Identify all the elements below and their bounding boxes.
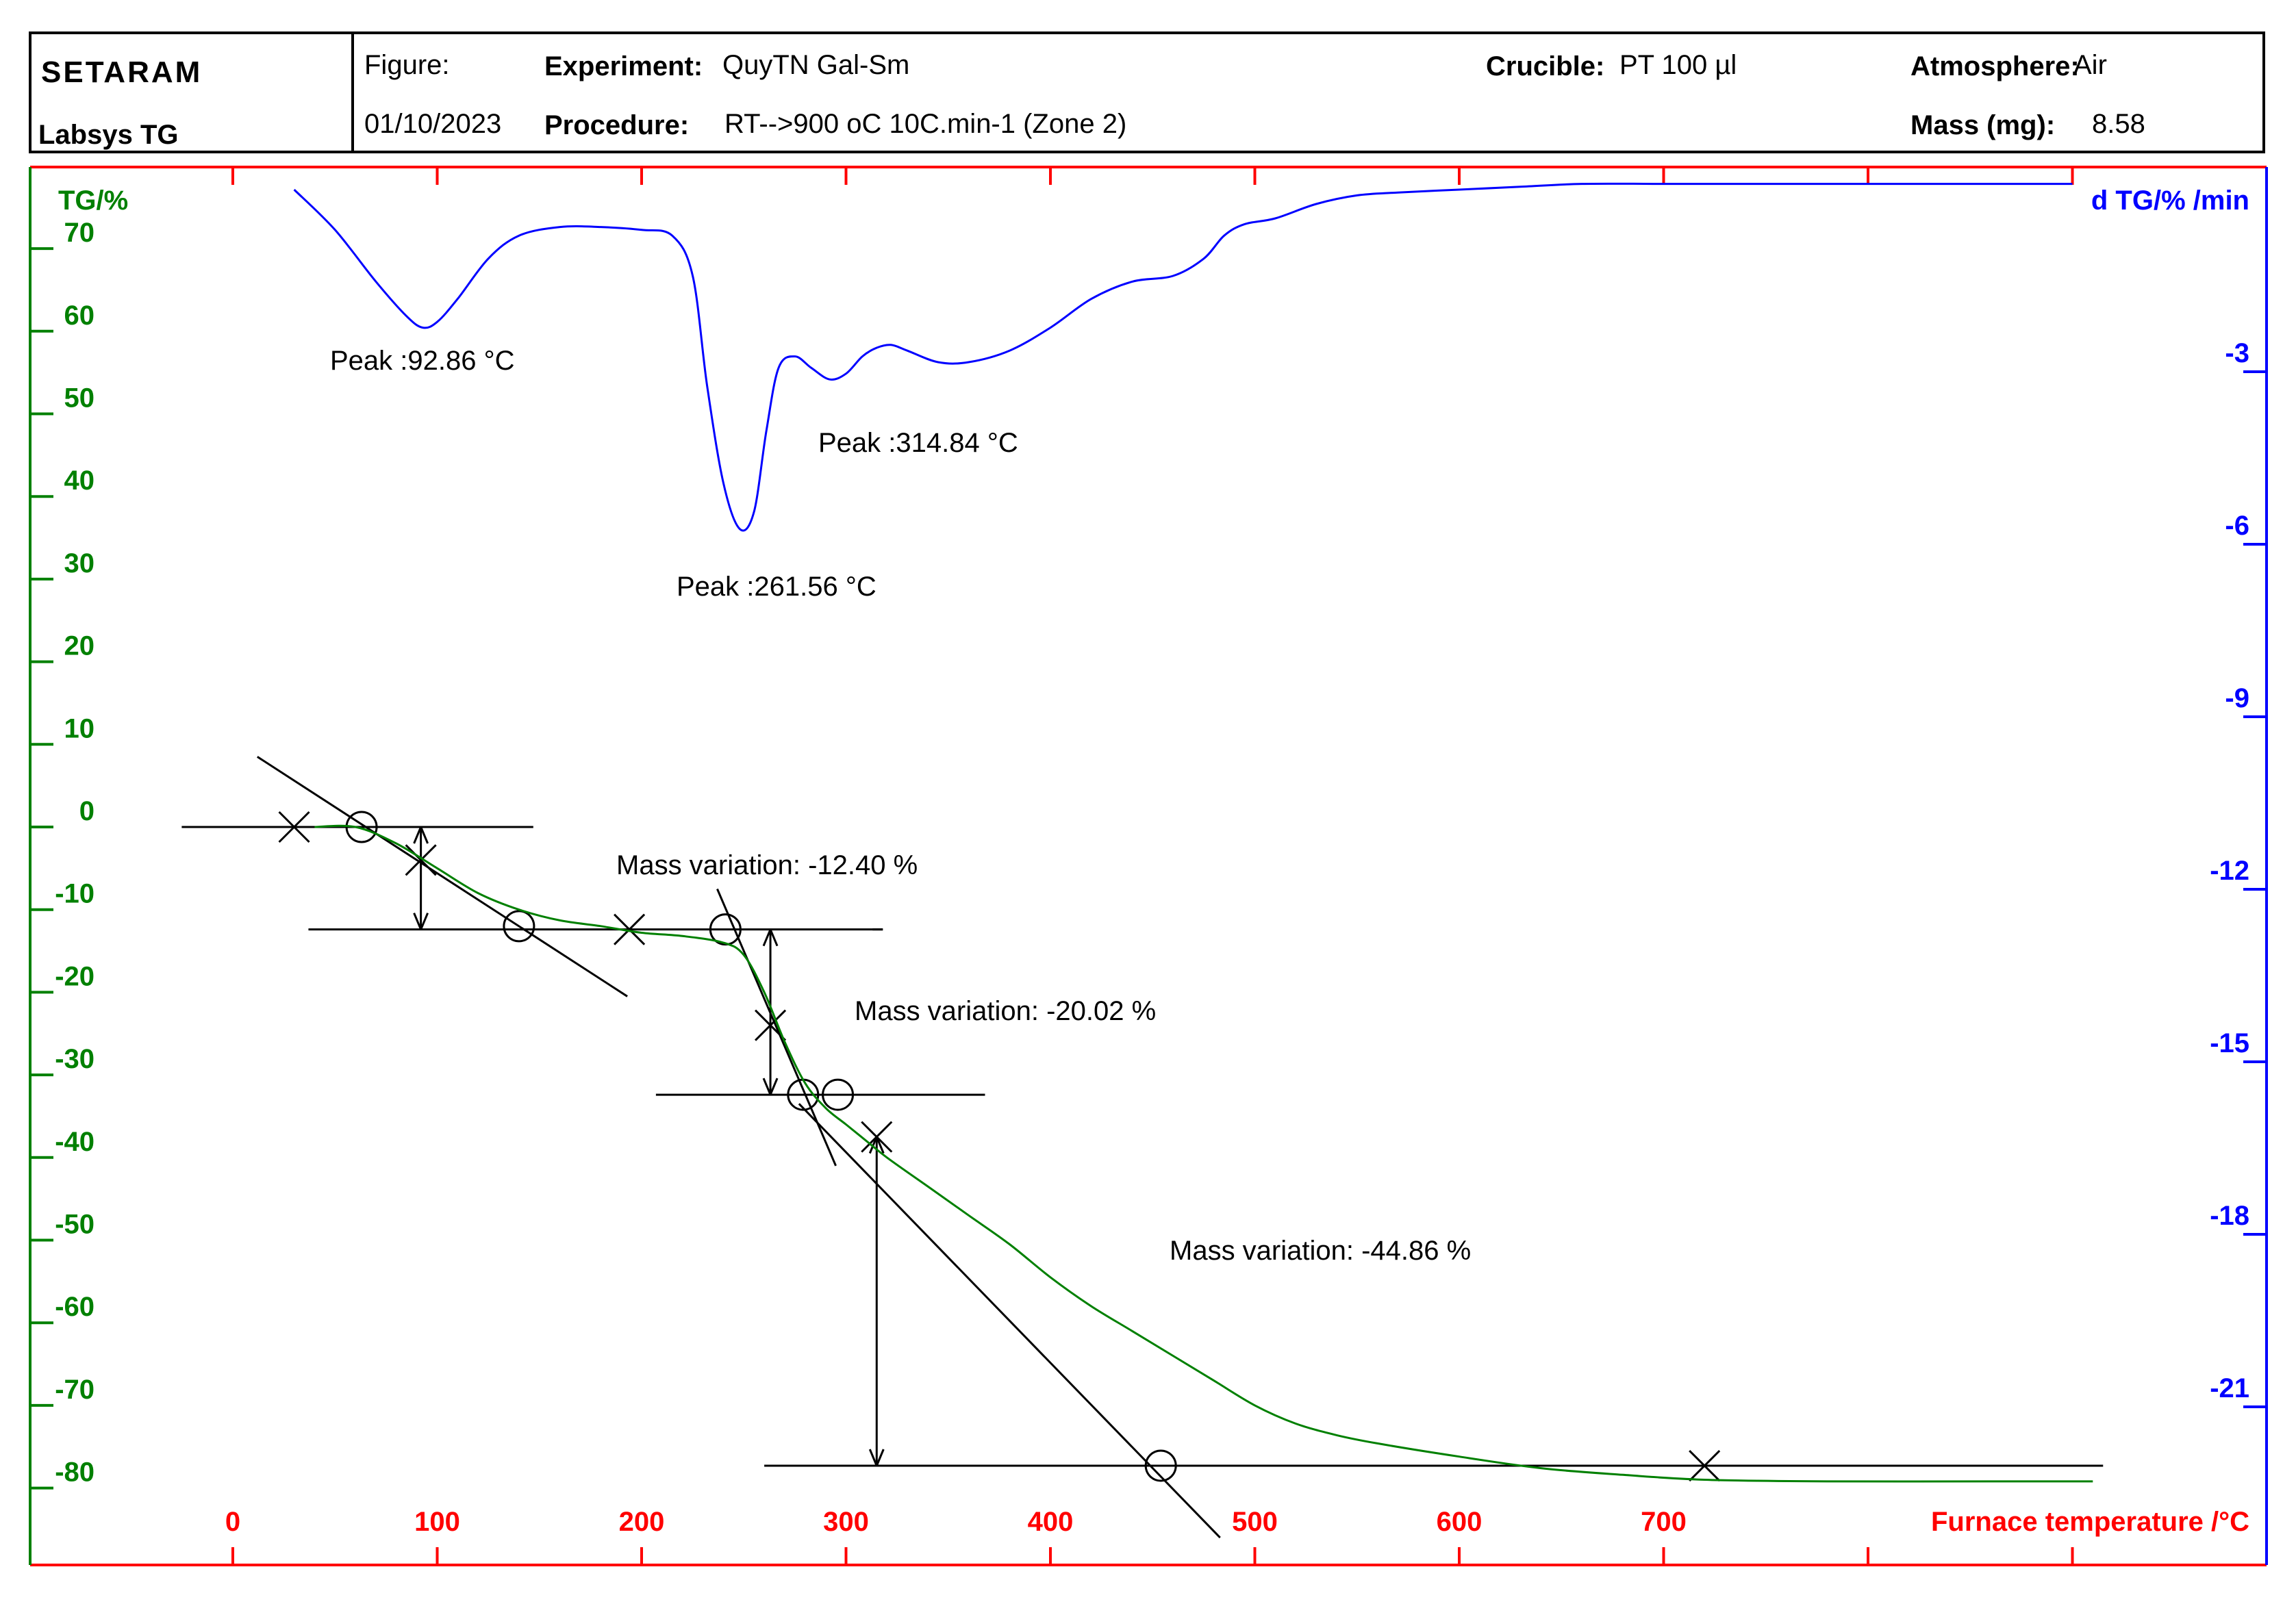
arrow-head — [420, 826, 429, 844]
left-tick-label: -70 — [55, 1375, 94, 1405]
circle-marker — [709, 913, 742, 946]
right-axis-ticks: -3 -6 -9 -12 -15 -18 -21 — [2210, 338, 2267, 1408]
left-tick-label: 50 — [64, 383, 95, 413]
run-date: 01/10/2023 — [364, 109, 501, 139]
mass-variation-constructions — [181, 756, 2104, 1539]
plot-frame — [29, 166, 2268, 1566]
x-tick-label: 200 — [619, 1507, 665, 1537]
right-tick-label: -3 — [2225, 338, 2249, 368]
arrow-head — [413, 826, 422, 844]
right-tick-label: -6 — [2225, 511, 2249, 541]
mass-label: Mass (mg): — [1910, 110, 2055, 140]
arrow-head — [769, 929, 779, 947]
right-tick-label: -18 — [2210, 1201, 2249, 1231]
left-tick-label: 20 — [64, 631, 95, 661]
left-axis-title: TG/% — [58, 186, 128, 216]
x-axis-ticks: 0 100 200 300 400 500 600 700 — [225, 167, 2074, 1565]
left-tick-label: -30 — [55, 1044, 94, 1074]
procedure-label: Procedure: — [544, 110, 689, 140]
left-tick-label: -50 — [55, 1210, 94, 1240]
left-tick-label: 60 — [64, 301, 95, 331]
arrow-head — [769, 1078, 779, 1095]
left-tick-label: 30 — [64, 548, 95, 578]
cross-marker-stroke — [861, 1121, 893, 1153]
circle-marker — [503, 910, 535, 943]
right-tick-label: -12 — [2210, 856, 2249, 886]
mass-variation-label: Mass variation: -12.40 % — [616, 850, 918, 880]
arrow-head — [875, 1449, 885, 1466]
experiment-value: QuyTN Gal-Sm — [722, 50, 909, 80]
mass-value: 8.58 — [2092, 109, 2145, 139]
annotation-labels: Peak :92.86 °C Peak :261.56 °C Peak :314.8… — [330, 346, 1471, 1266]
left-tick-label: 40 — [64, 466, 95, 496]
left-tick-label: -20 — [55, 961, 94, 991]
tangent-1 — [257, 756, 628, 997]
tg-series-line — [314, 824, 2093, 1483]
mass-variation-label: Mass variation: -44.86 % — [1170, 1236, 1471, 1266]
figure-label: Figure: — [364, 50, 450, 80]
x-tick-label: 500 — [1232, 1507, 1278, 1537]
peak-label: Peak :314.84 °C — [818, 428, 1018, 458]
x-tick-label: 400 — [1028, 1507, 1074, 1537]
crucible-value: PT 100 µl — [1619, 50, 1737, 80]
mass-variation-label: Mass variation: -20.02 % — [855, 996, 1156, 1026]
arrow-head — [420, 913, 429, 930]
peak-label: Peak :261.56 °C — [677, 572, 876, 602]
arrow-head — [762, 1078, 772, 1095]
experiment-label: Experiment: — [544, 51, 703, 81]
arrow-head — [875, 1136, 885, 1154]
x-axis-title: Furnace temperature /°C — [1931, 1507, 2249, 1537]
x-tick-label: 0 — [225, 1507, 240, 1537]
arrow-head — [413, 913, 422, 930]
x-tick-label: 600 — [1437, 1507, 1483, 1537]
cross-marker-stroke — [614, 913, 646, 945]
left-tick-label: -60 — [55, 1292, 94, 1322]
atmosphere-label: Atmosphere: — [1910, 51, 2080, 81]
peak-label: Peak :92.86 °C — [330, 346, 515, 376]
left-tick-label: 0 — [79, 796, 94, 826]
header-frame — [29, 31, 2265, 153]
left-tick-label: -10 — [55, 879, 94, 909]
x-tick-label: 100 — [414, 1507, 460, 1537]
arrow-head — [868, 1136, 878, 1154]
arrow-head — [762, 929, 772, 947]
right-axis-title: d TG/% /min — [2091, 186, 2249, 216]
right-tick-label: -9 — [2225, 683, 2249, 713]
setaram-logo: SETARAM — [41, 55, 202, 89]
circle-marker — [822, 1078, 855, 1111]
instrument-name: Labsys TG — [38, 120, 179, 150]
procedure-value: RT-->900 oC 10C.min-1 (Zone 2) — [724, 109, 1126, 139]
left-tick-label: -40 — [55, 1127, 94, 1157]
cross-marker-stroke — [405, 844, 437, 876]
x-tick-label: 700 — [1641, 1507, 1687, 1537]
cross-marker-stroke — [278, 811, 310, 843]
arrow-head — [868, 1449, 878, 1466]
tangent-2 — [716, 888, 837, 1167]
cross-marker-stroke — [1689, 1449, 1721, 1482]
cross-marker-stroke — [754, 1009, 787, 1041]
right-tick-label: -21 — [2210, 1373, 2249, 1403]
x-tick-label: 300 — [823, 1507, 869, 1537]
left-tick-label: 10 — [64, 713, 95, 743]
left-axis-ticks: 70 60 50 40 30 20 10 0 -10 -20 -30 -40 -50 -60 -70 -80 — [30, 218, 95, 1490]
atmosphere-value: Air — [2073, 50, 2107, 80]
right-tick-label: -15 — [2210, 1028, 2249, 1058]
left-tick-label: 70 — [64, 218, 95, 248]
crucible-label: Crucible: — [1486, 51, 1604, 81]
left-tick-label: -80 — [55, 1457, 94, 1488]
dtg-series-line — [293, 182, 2073, 532]
tangent-3 — [798, 1103, 1221, 1539]
circle-marker — [1144, 1449, 1177, 1482]
